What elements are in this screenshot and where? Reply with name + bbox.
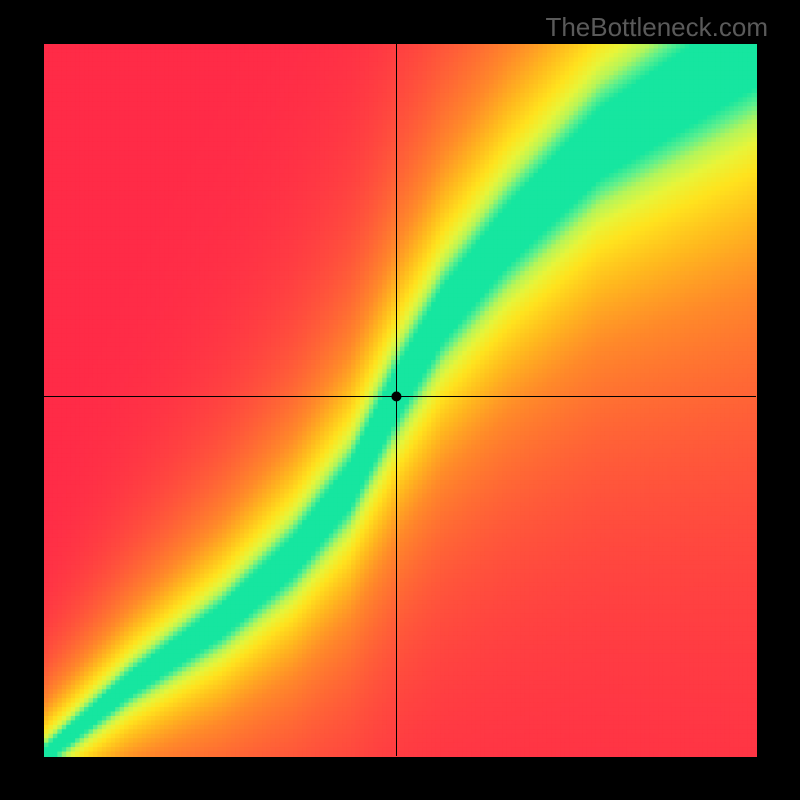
bottleneck-heatmap	[0, 0, 800, 800]
watermark-text: TheBottleneck.com	[545, 12, 768, 43]
